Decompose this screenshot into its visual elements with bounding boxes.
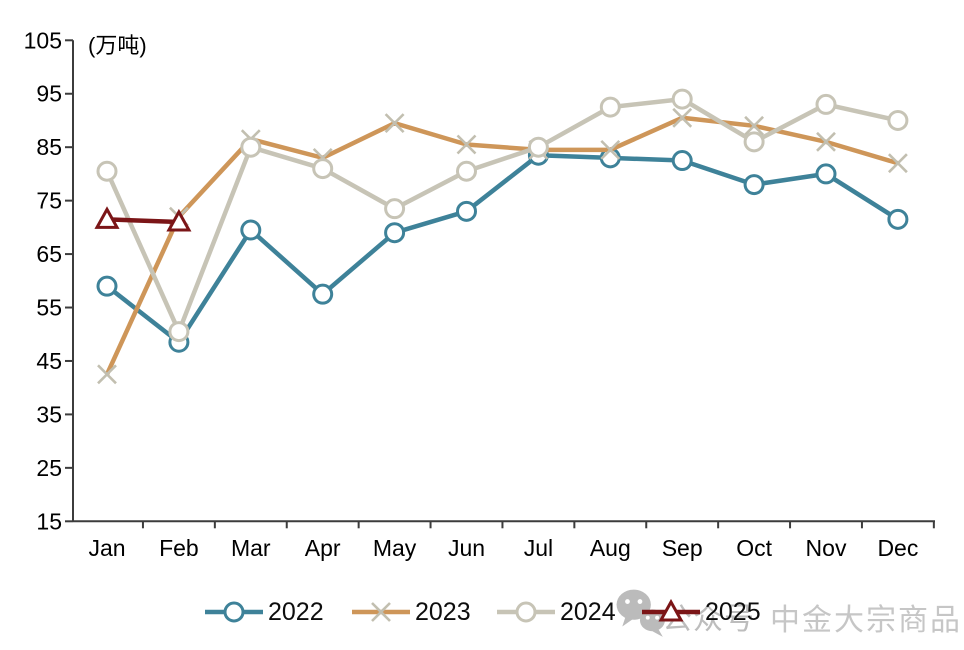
legend-marker-2022 xyxy=(205,601,263,623)
data-point-circle xyxy=(887,109,909,131)
data-point-circle xyxy=(240,136,262,158)
series-2025 xyxy=(94,206,192,232)
x-tick-label: Jul xyxy=(524,535,553,561)
data-point-circle xyxy=(599,96,621,118)
y-tick-label: 105 xyxy=(24,27,62,53)
data-point-circle xyxy=(96,275,118,297)
data-point-circle xyxy=(527,136,549,158)
y-tick-label: 45 xyxy=(36,348,62,374)
series-2024 xyxy=(96,88,909,343)
data-point-x xyxy=(600,139,621,160)
data-point-triangle xyxy=(94,206,120,229)
data-point-circle xyxy=(168,321,190,343)
data-point-circle xyxy=(743,174,765,196)
x-tick-label: Aug xyxy=(590,535,631,561)
data-point-circle xyxy=(384,198,406,220)
data-point-circle xyxy=(887,208,909,230)
series-line-2025 xyxy=(106,217,179,225)
x-tick-label: Feb xyxy=(159,535,199,561)
data-point-circle xyxy=(456,200,477,222)
legend-item-2023: 2023 xyxy=(352,592,471,632)
chart-legend: 2022 2023 2024 2025 xyxy=(0,592,964,636)
data-point-circle xyxy=(743,131,765,153)
series-2022 xyxy=(96,144,909,353)
x-tick-label: Jun xyxy=(448,535,485,561)
data-point-triangle xyxy=(658,599,684,622)
data-point-x xyxy=(384,113,405,134)
x-tick-label: Apr xyxy=(305,535,341,561)
x-tick-label: May xyxy=(373,535,417,561)
legend-item-2025: 2025 xyxy=(642,592,761,632)
y-tick-label: 75 xyxy=(36,188,62,214)
x-tick-label: Oct xyxy=(736,535,772,561)
data-point-circle xyxy=(671,88,693,110)
legend-item-2024: 2024 xyxy=(497,592,616,632)
data-point-circle xyxy=(815,93,837,115)
legend-marker-2023 xyxy=(352,602,410,622)
data-point-circle xyxy=(456,160,477,182)
watermark-brand: 中金大宗商品 xyxy=(770,604,962,637)
data-point-circle xyxy=(671,150,693,172)
x-tick-label: Jan xyxy=(88,535,125,561)
x-tick-label: Nov xyxy=(806,535,847,561)
y-tick-label: 65 xyxy=(36,241,62,267)
y-tick-label: 35 xyxy=(36,401,62,427)
data-point-circle xyxy=(312,283,334,305)
data-point-x xyxy=(887,153,908,174)
x-tick-label: Dec xyxy=(877,535,918,561)
legend-label: 2025 xyxy=(705,598,761,626)
y-tick-label: 55 xyxy=(36,295,62,321)
series-line-2022 xyxy=(105,152,900,345)
data-point-triangle xyxy=(166,208,192,232)
x-tick-label: Sep xyxy=(662,535,703,561)
y-tick-label: 25 xyxy=(36,455,62,481)
data-point-circle xyxy=(815,163,837,185)
legend-item-2022: 2022 xyxy=(205,592,324,632)
data-point-circle xyxy=(240,219,262,241)
data-point-circle xyxy=(515,601,537,623)
data-point-circle xyxy=(223,601,245,623)
data-point-circle xyxy=(96,160,118,182)
y-tick-label: 85 xyxy=(36,134,62,160)
data-point-x xyxy=(744,115,765,136)
x-tick-label: Mar xyxy=(231,535,271,561)
data-point-circle xyxy=(384,222,406,244)
series-line-2024 xyxy=(104,96,899,334)
y-axis-unit-label: (万吨) xyxy=(88,33,147,58)
watermark: 公众号 中金大宗商品 xyxy=(612,586,964,646)
data-point-x xyxy=(371,602,391,622)
data-point-circle xyxy=(312,158,334,180)
data-point-x xyxy=(456,134,477,155)
legend-marker-2024 xyxy=(497,601,555,623)
y-tick-label: 95 xyxy=(36,81,62,107)
legend-label: 2023 xyxy=(415,598,471,626)
legend-label: 2024 xyxy=(560,598,616,626)
series-2023 xyxy=(97,107,908,385)
series-line-2023 xyxy=(104,115,899,376)
data-point-x xyxy=(672,107,693,128)
legend-marker-2025 xyxy=(642,599,700,622)
data-point-x xyxy=(97,364,117,385)
y-tick-label: 15 xyxy=(36,508,62,534)
data-point-x xyxy=(816,131,836,152)
legend-label: 2022 xyxy=(268,598,324,626)
